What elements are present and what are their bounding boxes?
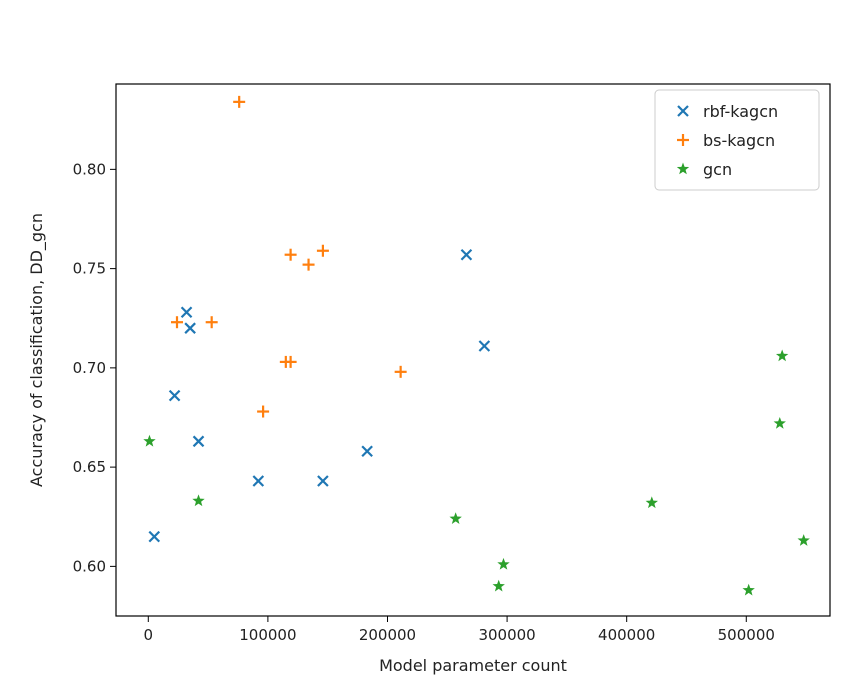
data-point [645,496,658,509]
data-point [394,365,407,378]
y-axis-title: Accuracy of classification, DD_gcn [27,213,47,487]
x-tick-label: 300000 [478,626,535,644]
data-point [233,95,246,108]
data-point-stroke [184,322,196,334]
legend-marker-rbf-kagcn [677,105,689,117]
y-tick-label: 0.65 [73,458,106,476]
data-point-stroke [478,340,491,352]
data-point [773,416,786,429]
data-point [497,557,510,570]
data-point [302,258,315,271]
data-point [797,534,810,546]
x-tick-label: 0 [144,626,154,644]
data-point [205,316,218,329]
data-point [317,475,329,487]
x-tick-label: 400000 [598,626,655,644]
data-point-stroke [148,530,161,543]
series-bs-kagcn [170,95,407,418]
y-tick-label: 0.70 [73,359,106,377]
data-point-stroke [460,248,473,261]
x-tick-label: 500000 [718,626,775,644]
x-tick-label: 100000 [239,626,296,644]
data-point-stroke [192,435,205,448]
y-tick-label: 0.80 [73,160,106,178]
legend-label: bs-kagcn [703,131,775,150]
legend-box [654,89,820,191]
legend-marker-rbf-kagcn-stroke [677,105,689,117]
data-point [460,248,473,261]
data-point [252,475,265,487]
data-point [492,579,505,592]
data-point [168,389,181,402]
x-axis-title: Model parameter count [379,656,567,675]
data-point [284,355,297,368]
data-point [180,306,193,319]
legend: rbf-kagcn bs-kagcn gcn [654,89,820,191]
series-rbf-kagcn [148,248,491,543]
x-axis: 0 100000 200000 300000 400000 500000 [144,616,775,644]
data-point-stroke [361,445,373,458]
data-point [184,322,196,334]
data-point-stroke [180,306,193,319]
data-point [284,248,297,261]
x-tick-label: 200000 [359,626,416,644]
y-tick-label: 0.60 [73,557,106,575]
y-tick-label: 0.75 [73,260,106,278]
legend-marker-bs-kagcn [677,134,689,146]
data-points [143,95,810,596]
data-point [170,316,183,329]
data-point-stroke [168,389,181,402]
data-point [257,405,270,418]
data-point [192,435,205,448]
data-point-stroke [317,475,329,487]
y-axis: 0.60 0.65 0.70 0.75 0.80 [73,160,116,575]
series-gcn [143,349,810,596]
data-point-stroke [252,475,265,487]
data-point [316,244,329,257]
data-point [143,434,156,447]
data-point [192,494,205,507]
data-point [361,445,373,458]
legend-marker-gcn [676,162,690,175]
legend-label: gcn [703,160,732,179]
data-point [742,583,755,596]
legend-label: rbf-kagcn [703,102,778,121]
data-point [148,530,161,543]
data-point [478,340,491,352]
data-point [449,512,462,524]
data-point [775,349,789,362]
